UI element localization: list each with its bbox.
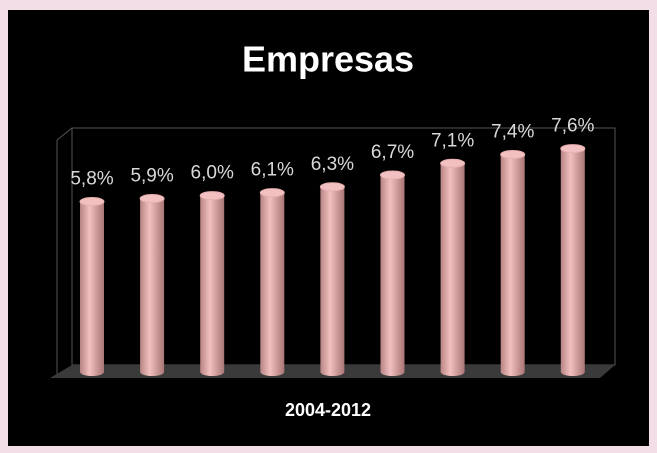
bar <box>80 201 104 372</box>
bar-top <box>199 191 225 201</box>
bar <box>320 186 345 372</box>
bar <box>140 198 165 372</box>
data-label: 7,4% <box>491 121 534 142</box>
bar <box>200 195 225 372</box>
data-label: 5,9% <box>130 166 173 187</box>
bar <box>560 148 585 372</box>
x-axis-label: 2004-2012 <box>285 400 371 420</box>
bar-top <box>380 170 405 180</box>
bar-top <box>500 149 526 159</box>
data-label: 6,7% <box>371 142 414 163</box>
bar-top <box>139 194 165 204</box>
bar-top <box>259 188 285 198</box>
bar-top <box>79 196 105 206</box>
bar-top <box>440 158 466 168</box>
bar <box>260 192 285 372</box>
bar <box>440 163 465 372</box>
data-label: 5,8% <box>70 169 113 190</box>
data-label: 6,3% <box>311 154 354 175</box>
chart-title: Empresas <box>242 39 414 80</box>
bar <box>380 175 405 372</box>
data-label: 7,1% <box>431 130 474 151</box>
bar-top <box>560 144 586 154</box>
data-label: 7,6% <box>551 116 594 137</box>
bar <box>500 154 525 372</box>
data-label: 6,0% <box>191 163 234 184</box>
data-label: 6,1% <box>251 160 294 181</box>
bar-top <box>319 182 345 192</box>
